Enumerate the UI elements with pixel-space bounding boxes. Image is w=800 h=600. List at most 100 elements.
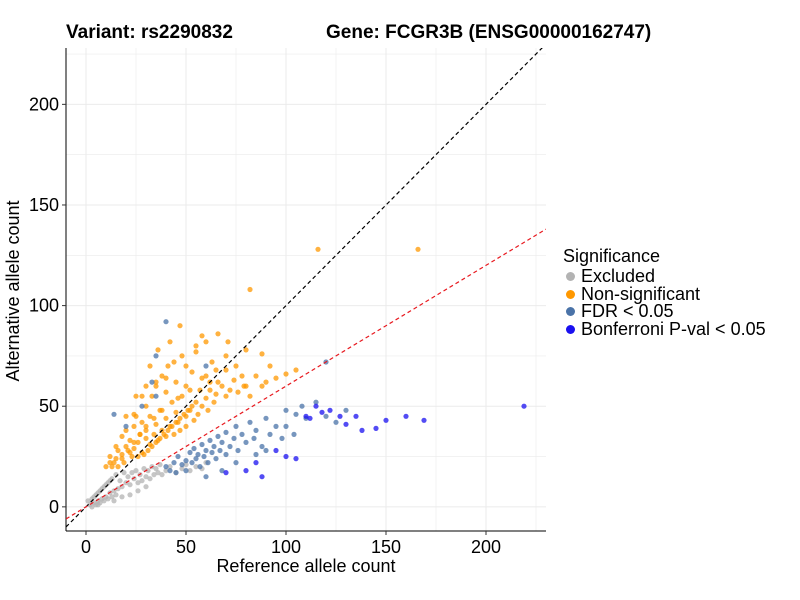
fitted-line: [66, 228, 546, 520]
legend-key-fdr: [566, 307, 575, 317]
legend-title: Significance: [563, 246, 661, 266]
data-point: [117, 478, 123, 484]
data-point: [159, 373, 165, 379]
data-point: [143, 435, 149, 441]
data-point: [167, 468, 173, 474]
data-point: [95, 490, 101, 496]
data-point: [113, 492, 119, 498]
x-tick-label: 0: [81, 537, 91, 557]
data-point: [115, 486, 121, 492]
data-point: [337, 413, 343, 419]
data-point: [217, 447, 223, 454]
data-point: [227, 443, 233, 450]
data-point: [139, 478, 145, 484]
data-point: [273, 375, 279, 381]
data-point: [137, 431, 143, 437]
data-point: [253, 427, 259, 433]
data-point: [223, 470, 229, 476]
data-point: [299, 403, 305, 409]
data-point: [179, 353, 185, 359]
data-point: [173, 470, 179, 476]
x-tick-label: 100: [271, 537, 301, 557]
data-point: [183, 423, 189, 429]
data-point: [131, 411, 137, 417]
data-point: [235, 389, 241, 395]
legend-item-non-significant: Non-significant: [563, 284, 766, 304]
legend-item-excluded: Excluded: [563, 266, 766, 286]
data-point: [187, 468, 193, 474]
data-point: [143, 423, 149, 429]
data-point: [253, 451, 259, 458]
y-tick-label: 150: [29, 195, 59, 215]
data-point: [415, 246, 421, 252]
data-point: [195, 451, 201, 458]
data-point: [145, 468, 151, 474]
identity-line: [66, 48, 543, 528]
data-point: [169, 399, 175, 405]
data-point: [203, 363, 209, 369]
legend-label-bonferroni: Bonferroni P-val < 0.05: [581, 318, 766, 339]
data-point: [183, 462, 189, 468]
series-1: [103, 246, 421, 470]
data-point: [189, 460, 195, 466]
data-point: [177, 427, 183, 433]
data-point: [243, 347, 249, 353]
data-point: [125, 447, 131, 454]
data-point: [215, 433, 221, 439]
data-point: [313, 399, 319, 405]
data-point: [155, 347, 161, 353]
data-point: [145, 447, 151, 454]
data-points: [85, 246, 527, 510]
data-point: [133, 393, 139, 399]
data-point: [521, 403, 527, 409]
data-point: [223, 353, 229, 359]
data-point: [239, 373, 245, 379]
data-point: [273, 423, 279, 429]
data-point: [199, 441, 205, 448]
data-point: [315, 246, 321, 252]
data-point: [85, 498, 91, 504]
data-point: [143, 403, 149, 409]
x-tick-label: 150: [371, 537, 401, 557]
data-point: [233, 363, 239, 369]
data-point: [197, 464, 203, 470]
data-point: [211, 443, 217, 450]
data-point: [189, 403, 195, 409]
data-point: [307, 415, 313, 421]
data-point: [163, 375, 169, 381]
data-point: [189, 369, 195, 375]
data-point: [359, 427, 365, 433]
data-point: [205, 407, 211, 413]
data-point: [279, 435, 285, 441]
data-point: [127, 492, 133, 498]
data-point: [121, 470, 127, 476]
data-point: [111, 498, 117, 504]
data-point: [123, 413, 129, 419]
x-tick-label: 200: [471, 537, 501, 557]
data-point: [193, 399, 199, 405]
data-point: [149, 393, 155, 399]
data-point: [119, 494, 125, 500]
legend-label-fdr: FDR < 0.05: [581, 301, 674, 322]
data-point: [139, 403, 145, 409]
data-point: [291, 431, 297, 437]
data-point: [141, 466, 147, 472]
data-point: [219, 468, 225, 474]
y-axis-title: Alternative allele count: [3, 200, 23, 381]
axes: [65, 48, 546, 532]
data-point: [151, 472, 157, 478]
data-point: [225, 339, 231, 345]
data-point: [421, 417, 427, 423]
data-point: [211, 399, 217, 405]
data-point: [247, 286, 253, 293]
data-point: [383, 417, 389, 423]
data-point: [187, 387, 193, 393]
data-point: [113, 456, 119, 462]
data-point: [115, 447, 121, 454]
data-point: [143, 474, 149, 480]
data-point: [259, 351, 265, 357]
data-point: [267, 363, 273, 369]
legend: Significance Excluded Non-significant FD…: [563, 246, 766, 339]
data-point: [153, 393, 159, 399]
legend-key-bonferroni: [566, 324, 575, 334]
